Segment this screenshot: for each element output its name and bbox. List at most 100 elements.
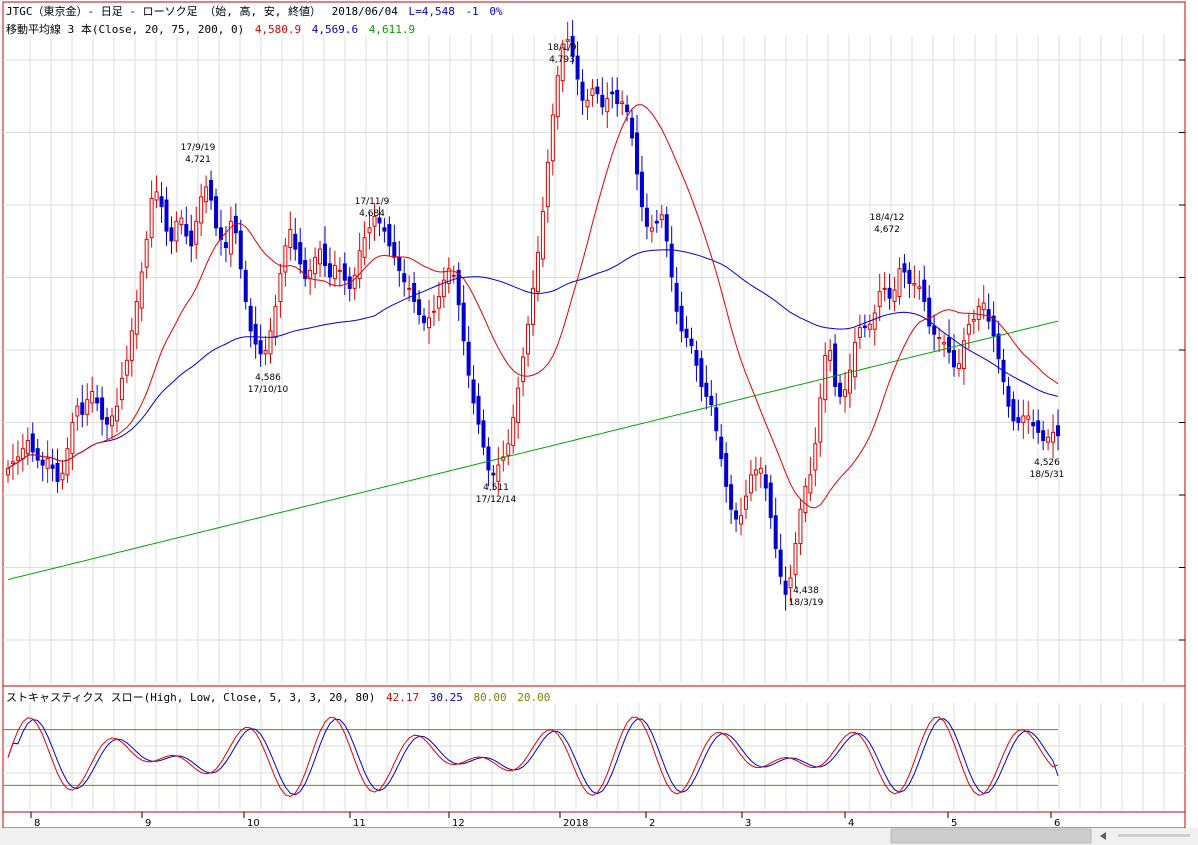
- annotation-date: 18/1/9: [548, 43, 577, 53]
- annotation-value: 4,586: [255, 373, 281, 383]
- candle-body: [402, 273, 407, 283]
- candle-body: [937, 336, 942, 339]
- candle-body: [590, 88, 595, 96]
- candle-body: [253, 323, 258, 345]
- x-tick-label: 6: [1054, 818, 1060, 829]
- candle-body: [209, 179, 214, 201]
- candle-body: [119, 377, 124, 401]
- candle-body: [709, 395, 714, 406]
- candle-body: [917, 286, 922, 289]
- candle-body: [357, 250, 362, 280]
- candle-body: [639, 171, 644, 208]
- candle-body: [550, 114, 555, 162]
- x-tick-label: 12: [452, 818, 465, 829]
- plot-frame: [2, 1, 1186, 829]
- annotation-date: 18/4/12: [870, 213, 905, 223]
- candle-body: [793, 543, 798, 576]
- candle-body: [248, 305, 253, 332]
- candle-body: [535, 251, 540, 293]
- candle-body: [862, 325, 867, 329]
- candle-body: [288, 228, 293, 248]
- candle-body: [382, 227, 387, 232]
- candle-body: [734, 510, 739, 520]
- candle-body: [1041, 430, 1046, 442]
- price-change-pct: 0%: [489, 5, 503, 18]
- candle-body: [1026, 415, 1031, 420]
- annotation-value: 4,721: [185, 155, 211, 165]
- candle-body: [615, 89, 620, 105]
- candle-body: [630, 117, 635, 139]
- candle-body: [214, 196, 219, 229]
- candle-body: [194, 220, 199, 245]
- stoch-label: ストキャスティクス スロー(High, Low, Close, 5, 3, 3,…: [6, 691, 376, 704]
- x-tick-label: 3: [745, 818, 751, 829]
- candle-body: [278, 273, 283, 302]
- ma200-line: [7, 320, 1059, 581]
- annotation-date: 17/9/19: [181, 143, 216, 153]
- x-tick-label: 10: [247, 818, 260, 829]
- candle-body: [560, 47, 565, 82]
- candle-body: [961, 340, 966, 370]
- candle-body: [362, 237, 367, 258]
- candle-body: [293, 233, 298, 250]
- candle-body: [927, 297, 932, 327]
- candle-body: [1056, 425, 1060, 437]
- scroll-left-icon[interactable]: [1100, 832, 1106, 840]
- candle-body: [169, 227, 174, 242]
- candle-body: [412, 282, 417, 302]
- annotation-value: 4,438: [793, 586, 819, 596]
- candle-body: [575, 55, 580, 80]
- candle-body: [897, 268, 902, 298]
- candle-body: [6, 467, 10, 476]
- candle-body: [10, 461, 15, 464]
- scrollbar-thumb[interactable]: [890, 828, 1092, 844]
- candle-body: [521, 356, 526, 383]
- symbol-title: JTGC（東京金）- 日足 - ローソク足 （始, 高, 安, 終値）: [6, 5, 321, 18]
- candle-body: [1036, 420, 1041, 433]
- candle-body: [337, 269, 342, 272]
- candle-body: [491, 472, 496, 476]
- candle-body: [947, 336, 952, 353]
- candle-body: [422, 315, 427, 324]
- candle-body: [852, 341, 857, 378]
- x-tick-label: 2: [649, 818, 655, 829]
- stoch-k-line: [7, 716, 1059, 798]
- candle-body: [600, 94, 605, 108]
- stoch-legend: ストキャスティクス スロー(High, Low, Close, 5, 3, 3,…: [6, 689, 554, 705]
- candle-body: [570, 35, 575, 57]
- candle-body: [303, 260, 308, 280]
- candle-body: [45, 458, 50, 469]
- candle-body: [20, 448, 25, 460]
- candle-body: [531, 287, 535, 325]
- stoch-k-value: 42.17: [386, 691, 420, 704]
- candle-body: [813, 443, 818, 471]
- candle-body: [313, 256, 318, 275]
- candle-body: [506, 443, 511, 456]
- candle-body: [748, 474, 753, 494]
- candle-body: [352, 274, 357, 289]
- candle-body: [882, 287, 887, 290]
- candle-body: [555, 75, 560, 118]
- candle-body: [828, 350, 833, 361]
- candle-body: [981, 302, 986, 311]
- candle-body: [986, 309, 991, 322]
- candle-body: [189, 230, 194, 247]
- candle-body: [456, 269, 461, 306]
- candle-body: [322, 243, 327, 266]
- candle-body: [377, 217, 382, 224]
- chart-header-line1: JTGC（東京金）- 日足 - ローソク足 （始, 高, 安, 終値） 2018…: [6, 3, 507, 19]
- ma200-value: 4,611.9: [368, 23, 416, 36]
- candle-body: [35, 448, 40, 461]
- candle-body: [605, 98, 610, 113]
- candle-body: [833, 343, 838, 388]
- candle-body: [298, 242, 303, 265]
- candle-body: [684, 328, 689, 338]
- candle-body: [174, 220, 179, 242]
- ma75-value: 4,569.6: [311, 23, 359, 36]
- candle-body: [922, 279, 927, 302]
- candle-body: [907, 269, 912, 284]
- zoom-slider[interactable]: [1118, 834, 1190, 837]
- candle-body: [283, 245, 288, 273]
- candle-body: [1031, 422, 1036, 427]
